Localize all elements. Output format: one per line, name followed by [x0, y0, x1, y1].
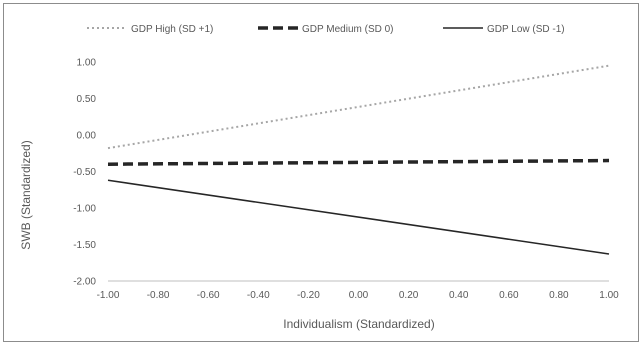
x-tick-label: -0.60 — [197, 290, 220, 301]
y-tick-label: -0.50 — [73, 167, 96, 178]
y-tick-label: -2.00 — [73, 277, 96, 288]
y-tick-label: 0.50 — [77, 94, 97, 105]
y-tick-label: 0.00 — [77, 131, 97, 142]
legend-label-gdp-medium: GDP Medium (SD 0) — [302, 24, 394, 35]
x-axis-label: Individualism (Standardized) — [283, 317, 434, 331]
x-tick-label: 0.80 — [549, 290, 569, 301]
x-tick-label: 0.00 — [349, 290, 369, 301]
x-tick-label: -0.40 — [247, 290, 270, 301]
series-line-gdp-medium — [107, 158, 610, 166]
x-tick-label: -0.80 — [147, 290, 170, 301]
x-tick-label: 1.00 — [599, 290, 619, 301]
y-tick-label: -1.00 — [73, 204, 96, 215]
x-tick-label: 0.60 — [499, 290, 519, 301]
legend: GDP High (SD +1) GDP Medium (SD 0) GDP L… — [87, 24, 565, 35]
legend-label-gdp-high: GDP High (SD +1) — [131, 24, 213, 35]
series-line-gdp-high — [107, 64, 610, 150]
series-line-gdp-low — [107, 179, 610, 255]
y-axis-label: SWB (Standardized) — [19, 140, 33, 249]
plot-area — [107, 64, 610, 255]
axes: 1.000.500.00-0.50-1.00-1.50-2.00-1.00 -0.… — [73, 58, 619, 302]
x-tick-label: -0.20 — [297, 290, 320, 301]
x-tick-label: -1.00 — [97, 290, 120, 301]
x-tick-label: 0.40 — [449, 290, 469, 301]
y-tick-label: 1.00 — [77, 58, 97, 69]
legend-label-gdp-low: GDP Low (SD -1) — [487, 24, 565, 35]
x-tick-label: 0.20 — [399, 290, 419, 301]
chart-frame — [3, 3, 639, 342]
y-tick-label: -1.50 — [73, 240, 96, 251]
